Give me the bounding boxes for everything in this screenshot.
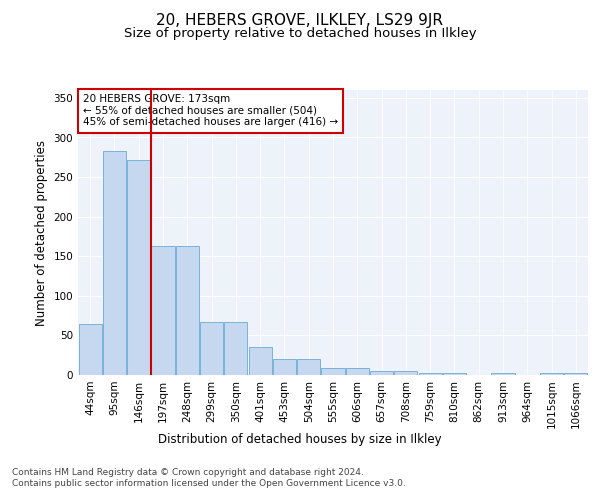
- Bar: [322, 368, 344, 375]
- Text: 20 HEBERS GROVE: 173sqm
← 55% of detached houses are smaller (504)
45% of semi-d: 20 HEBERS GROVE: 173sqm ← 55% of detache…: [83, 94, 338, 128]
- Bar: [443, 374, 466, 375]
- Bar: [248, 346, 272, 375]
- Bar: [127, 160, 150, 375]
- Text: Contains HM Land Registry data © Crown copyright and database right 2024.
Contai: Contains HM Land Registry data © Crown c…: [12, 468, 406, 487]
- Text: Size of property relative to detached houses in Ilkley: Size of property relative to detached ho…: [124, 28, 476, 40]
- Bar: [79, 324, 101, 375]
- Text: 20, HEBERS GROVE, ILKLEY, LS29 9JR: 20, HEBERS GROVE, ILKLEY, LS29 9JR: [157, 12, 443, 28]
- Bar: [540, 374, 563, 375]
- Bar: [176, 246, 199, 375]
- Bar: [273, 359, 296, 375]
- Bar: [491, 374, 515, 375]
- Bar: [565, 374, 587, 375]
- Bar: [103, 151, 126, 375]
- Bar: [297, 359, 320, 375]
- Bar: [200, 322, 223, 375]
- Bar: [370, 371, 393, 375]
- Bar: [394, 371, 418, 375]
- Text: Distribution of detached houses by size in Ilkley: Distribution of detached houses by size …: [158, 432, 442, 446]
- Bar: [151, 246, 175, 375]
- Bar: [419, 372, 442, 375]
- Bar: [224, 322, 247, 375]
- Bar: [346, 368, 369, 375]
- Y-axis label: Number of detached properties: Number of detached properties: [35, 140, 48, 326]
